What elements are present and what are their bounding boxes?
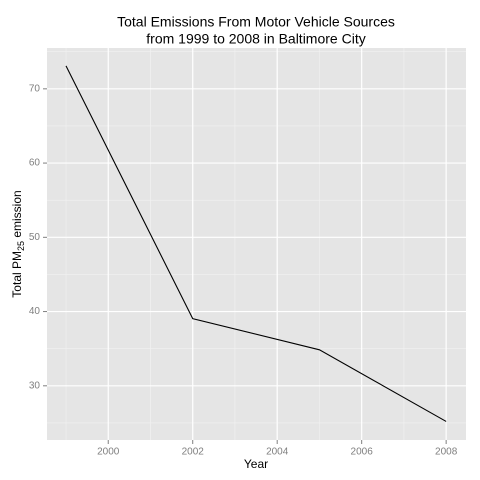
- y-axis-title-text: Total PM: [10, 251, 24, 298]
- x-tick-label: 2000: [97, 447, 120, 458]
- y-tick-label: 70: [29, 83, 41, 94]
- plot-panel: [47, 48, 466, 440]
- y-axis-title: Total PM25 emission: [10, 190, 26, 297]
- y-axis-title-sub: 25: [16, 241, 26, 251]
- x-tick-label: 2002: [182, 447, 205, 458]
- y-tick-label: 50: [29, 232, 41, 243]
- x-tick-label: 2008: [435, 447, 458, 458]
- y-axis-title-rest: emission: [10, 190, 24, 241]
- y-tick-label: 30: [29, 380, 41, 391]
- x-tick-label: 2006: [351, 447, 374, 458]
- x-tick-label: 2004: [266, 447, 289, 458]
- chart-title: Total Emissions From Motor Vehicle Sourc…: [117, 14, 395, 30]
- x-axis-title: Year: [244, 457, 268, 471]
- y-tick-label: 60: [29, 158, 41, 169]
- line: [65, 65, 447, 422]
- chart-subtitle: from 1999 to 2008 in Baltimore City: [146, 31, 365, 47]
- y-tick-label: 40: [29, 306, 41, 317]
